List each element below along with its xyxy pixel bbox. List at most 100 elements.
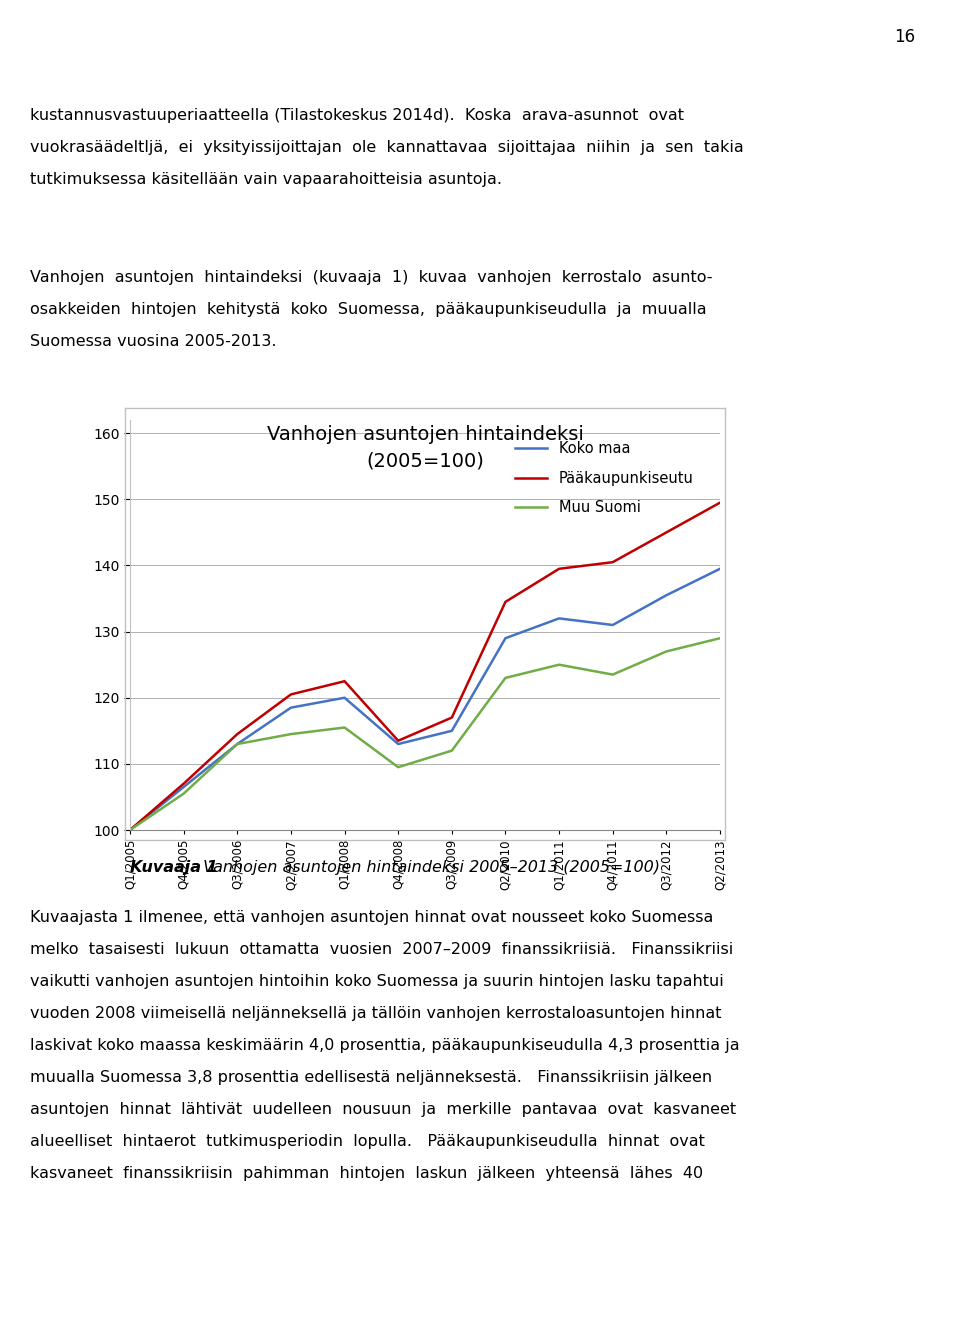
Pääkaupunkiseutu: [571, 558, 583, 574]
Muu Suomi: [231, 735, 243, 752]
Muu Suomi: [178, 785, 189, 801]
Text: Suomessa vuosina 2005-2013.: Suomessa vuosina 2005-2013.: [30, 334, 276, 349]
Text: melko  tasaisesti  lukuun  ottamatta  vuosien  2007–2009  finanssikriisiä.   Fin: melko tasaisesti lukuun ottamatta vuosie…: [30, 942, 733, 957]
Koko maa: [428, 727, 440, 743]
Koko maa: [482, 662, 493, 678]
Pääkaupunkiseutu: [214, 742, 226, 758]
Koko maa: [607, 617, 618, 633]
Koko maa: [714, 561, 726, 577]
Pääkaupunkiseutu: [625, 545, 636, 561]
Koko maa: [643, 597, 655, 613]
Koko maa: [660, 588, 672, 604]
Muu Suomi: [482, 694, 493, 710]
Muu Suomi: [500, 670, 512, 686]
Koko maa: [679, 578, 690, 595]
Muu Suomi: [142, 809, 154, 825]
Muu Suomi: [374, 746, 386, 762]
Muu Suomi: [267, 729, 278, 745]
Koko maa: [160, 793, 172, 809]
Koko maa: [178, 778, 189, 794]
Koko maa: [696, 569, 708, 585]
Muu Suomi: [357, 733, 369, 749]
Pääkaupunkiseutu: [643, 534, 655, 550]
Muu Suomi: [607, 667, 618, 683]
Pääkaupunkiseutu: [553, 561, 564, 577]
Text: Kuvaajasta 1 ilmenee, että vanhojen asuntojen hinnat ovat nousseet koko Suomessa: Kuvaajasta 1 ilmenee, että vanhojen asun…: [30, 910, 713, 925]
Legend: Koko maa, Pääkaupunkiseutu, Muu Suomi: Koko maa, Pääkaupunkiseutu, Muu Suomi: [509, 436, 699, 521]
Koko maa: [446, 723, 458, 739]
Text: vaikutti vanhojen asuntojen hintoihin koko Suomessa ja suurin hintojen lasku tap: vaikutti vanhojen asuntojen hintoihin ko…: [30, 974, 724, 989]
Pääkaupunkiseutu: [589, 557, 601, 573]
Text: laskivat koko maassa keskimäärin 4,0 prosenttia, pääkaupunkiseudulla 4,3 prosent: laskivat koko maassa keskimäärin 4,0 pro…: [30, 1037, 739, 1053]
Text: kasvaneet  finanssikriisin  pahimman  hintojen  laskun  jälkeen  yhteensä  lähes: kasvaneet finanssikriisin pahimman hinto…: [30, 1166, 703, 1181]
Pääkaupunkiseutu: [142, 807, 154, 823]
Pääkaupunkiseutu: [321, 678, 332, 694]
Koko maa: [571, 612, 583, 628]
Koko maa: [250, 723, 261, 739]
Muu Suomi: [660, 643, 672, 659]
Muu Suomi: [696, 635, 708, 651]
Text: Vanhojen asuntojen hintaindeksi 2005–2013 (2005=100): Vanhojen asuntojen hintaindeksi 2005–201…: [198, 860, 660, 875]
Pääkaupunkiseutu: [339, 674, 350, 690]
Koko maa: [267, 711, 278, 727]
Koko maa: [303, 696, 315, 713]
Text: vuoden 2008 viimeisellä neljänneksellä ja tällöin vanhojen kerrostaloasuntojen h: vuoden 2008 viimeisellä neljänneksellä j…: [30, 1006, 722, 1021]
Koko maa: [536, 617, 547, 633]
Text: 16: 16: [895, 28, 916, 46]
Koko maa: [464, 692, 475, 709]
Koko maa: [625, 607, 636, 623]
Pääkaupunkiseutu: [536, 572, 547, 588]
Koko maa: [553, 611, 564, 627]
Muu Suomi: [517, 666, 529, 682]
Line: Koko maa: Koko maa: [130, 569, 720, 829]
Muu Suomi: [625, 659, 636, 675]
Muu Suomi: [250, 733, 261, 749]
Text: Vanhojen asuntojen hintaindeksi
(2005=100): Vanhojen asuntojen hintaindeksi (2005=10…: [267, 425, 584, 471]
Koko maa: [321, 692, 332, 709]
Pääkaupunkiseutu: [446, 710, 458, 726]
Muu Suomi: [124, 821, 135, 837]
Pääkaupunkiseutu: [607, 554, 618, 570]
Muu Suomi: [714, 631, 726, 647]
Muu Suomi: [643, 651, 655, 667]
Muu Suomi: [536, 662, 547, 678]
Text: Vanhojen  asuntojen  hintaindeksi  (kuvaaja  1)  kuvaa  vanhojen  kerrostalo  as: Vanhojen asuntojen hintaindeksi (kuvaaja…: [30, 270, 712, 285]
Koko maa: [214, 750, 226, 766]
Pääkaupunkiseutu: [679, 514, 690, 530]
Muu Suomi: [410, 754, 421, 770]
Line: Pääkaupunkiseutu: Pääkaupunkiseutu: [130, 503, 720, 829]
Line: Muu Suomi: Muu Suomi: [130, 639, 720, 829]
Koko maa: [517, 624, 529, 640]
Muu Suomi: [339, 719, 350, 735]
Pääkaupunkiseutu: [267, 699, 278, 715]
Pääkaupunkiseutu: [714, 495, 726, 511]
Pääkaupunkiseutu: [464, 671, 475, 687]
Koko maa: [142, 808, 154, 824]
Muu Suomi: [446, 742, 458, 758]
Text: vuokrasäädeltljä,  ei  yksityissijoittajan  ole  kannattavaa  sijoittajaa  niihi: vuokrasäädeltljä, ei yksityissijoittajan…: [30, 140, 744, 154]
Pääkaupunkiseutu: [482, 632, 493, 648]
Pääkaupunkiseutu: [696, 505, 708, 521]
Pääkaupunkiseutu: [231, 726, 243, 742]
Koko maa: [410, 731, 421, 747]
Pääkaupunkiseutu: [178, 776, 189, 792]
Muu Suomi: [571, 660, 583, 676]
Text: kustannusvastuuperiaatteella (Tilastokeskus 2014d).  Koska  arava-asunnot  ovat: kustannusvastuuperiaatteella (Tilastokes…: [30, 107, 684, 123]
Text: Kuvaaja 1: Kuvaaja 1: [130, 860, 218, 875]
Pääkaupunkiseutu: [357, 692, 369, 709]
Muu Suomi: [428, 747, 440, 764]
Koko maa: [374, 721, 386, 737]
Koko maa: [500, 631, 512, 647]
Pääkaupunkiseutu: [250, 713, 261, 729]
Pääkaupunkiseutu: [660, 525, 672, 541]
Muu Suomi: [553, 656, 564, 672]
Muu Suomi: [196, 769, 207, 785]
Muu Suomi: [589, 663, 601, 679]
Text: alueelliset  hintaerot  tutkimusperiodin  lopulla.   Pääkaupunkiseudulla  hinnat: alueelliset hintaerot tutkimusperiodin l…: [30, 1134, 705, 1149]
Pääkaupunkiseutu: [500, 593, 512, 609]
Pääkaupunkiseutu: [160, 790, 172, 807]
Koko maa: [393, 735, 404, 752]
Pääkaupunkiseutu: [374, 713, 386, 729]
Koko maa: [124, 821, 135, 837]
Muu Suomi: [393, 760, 404, 776]
